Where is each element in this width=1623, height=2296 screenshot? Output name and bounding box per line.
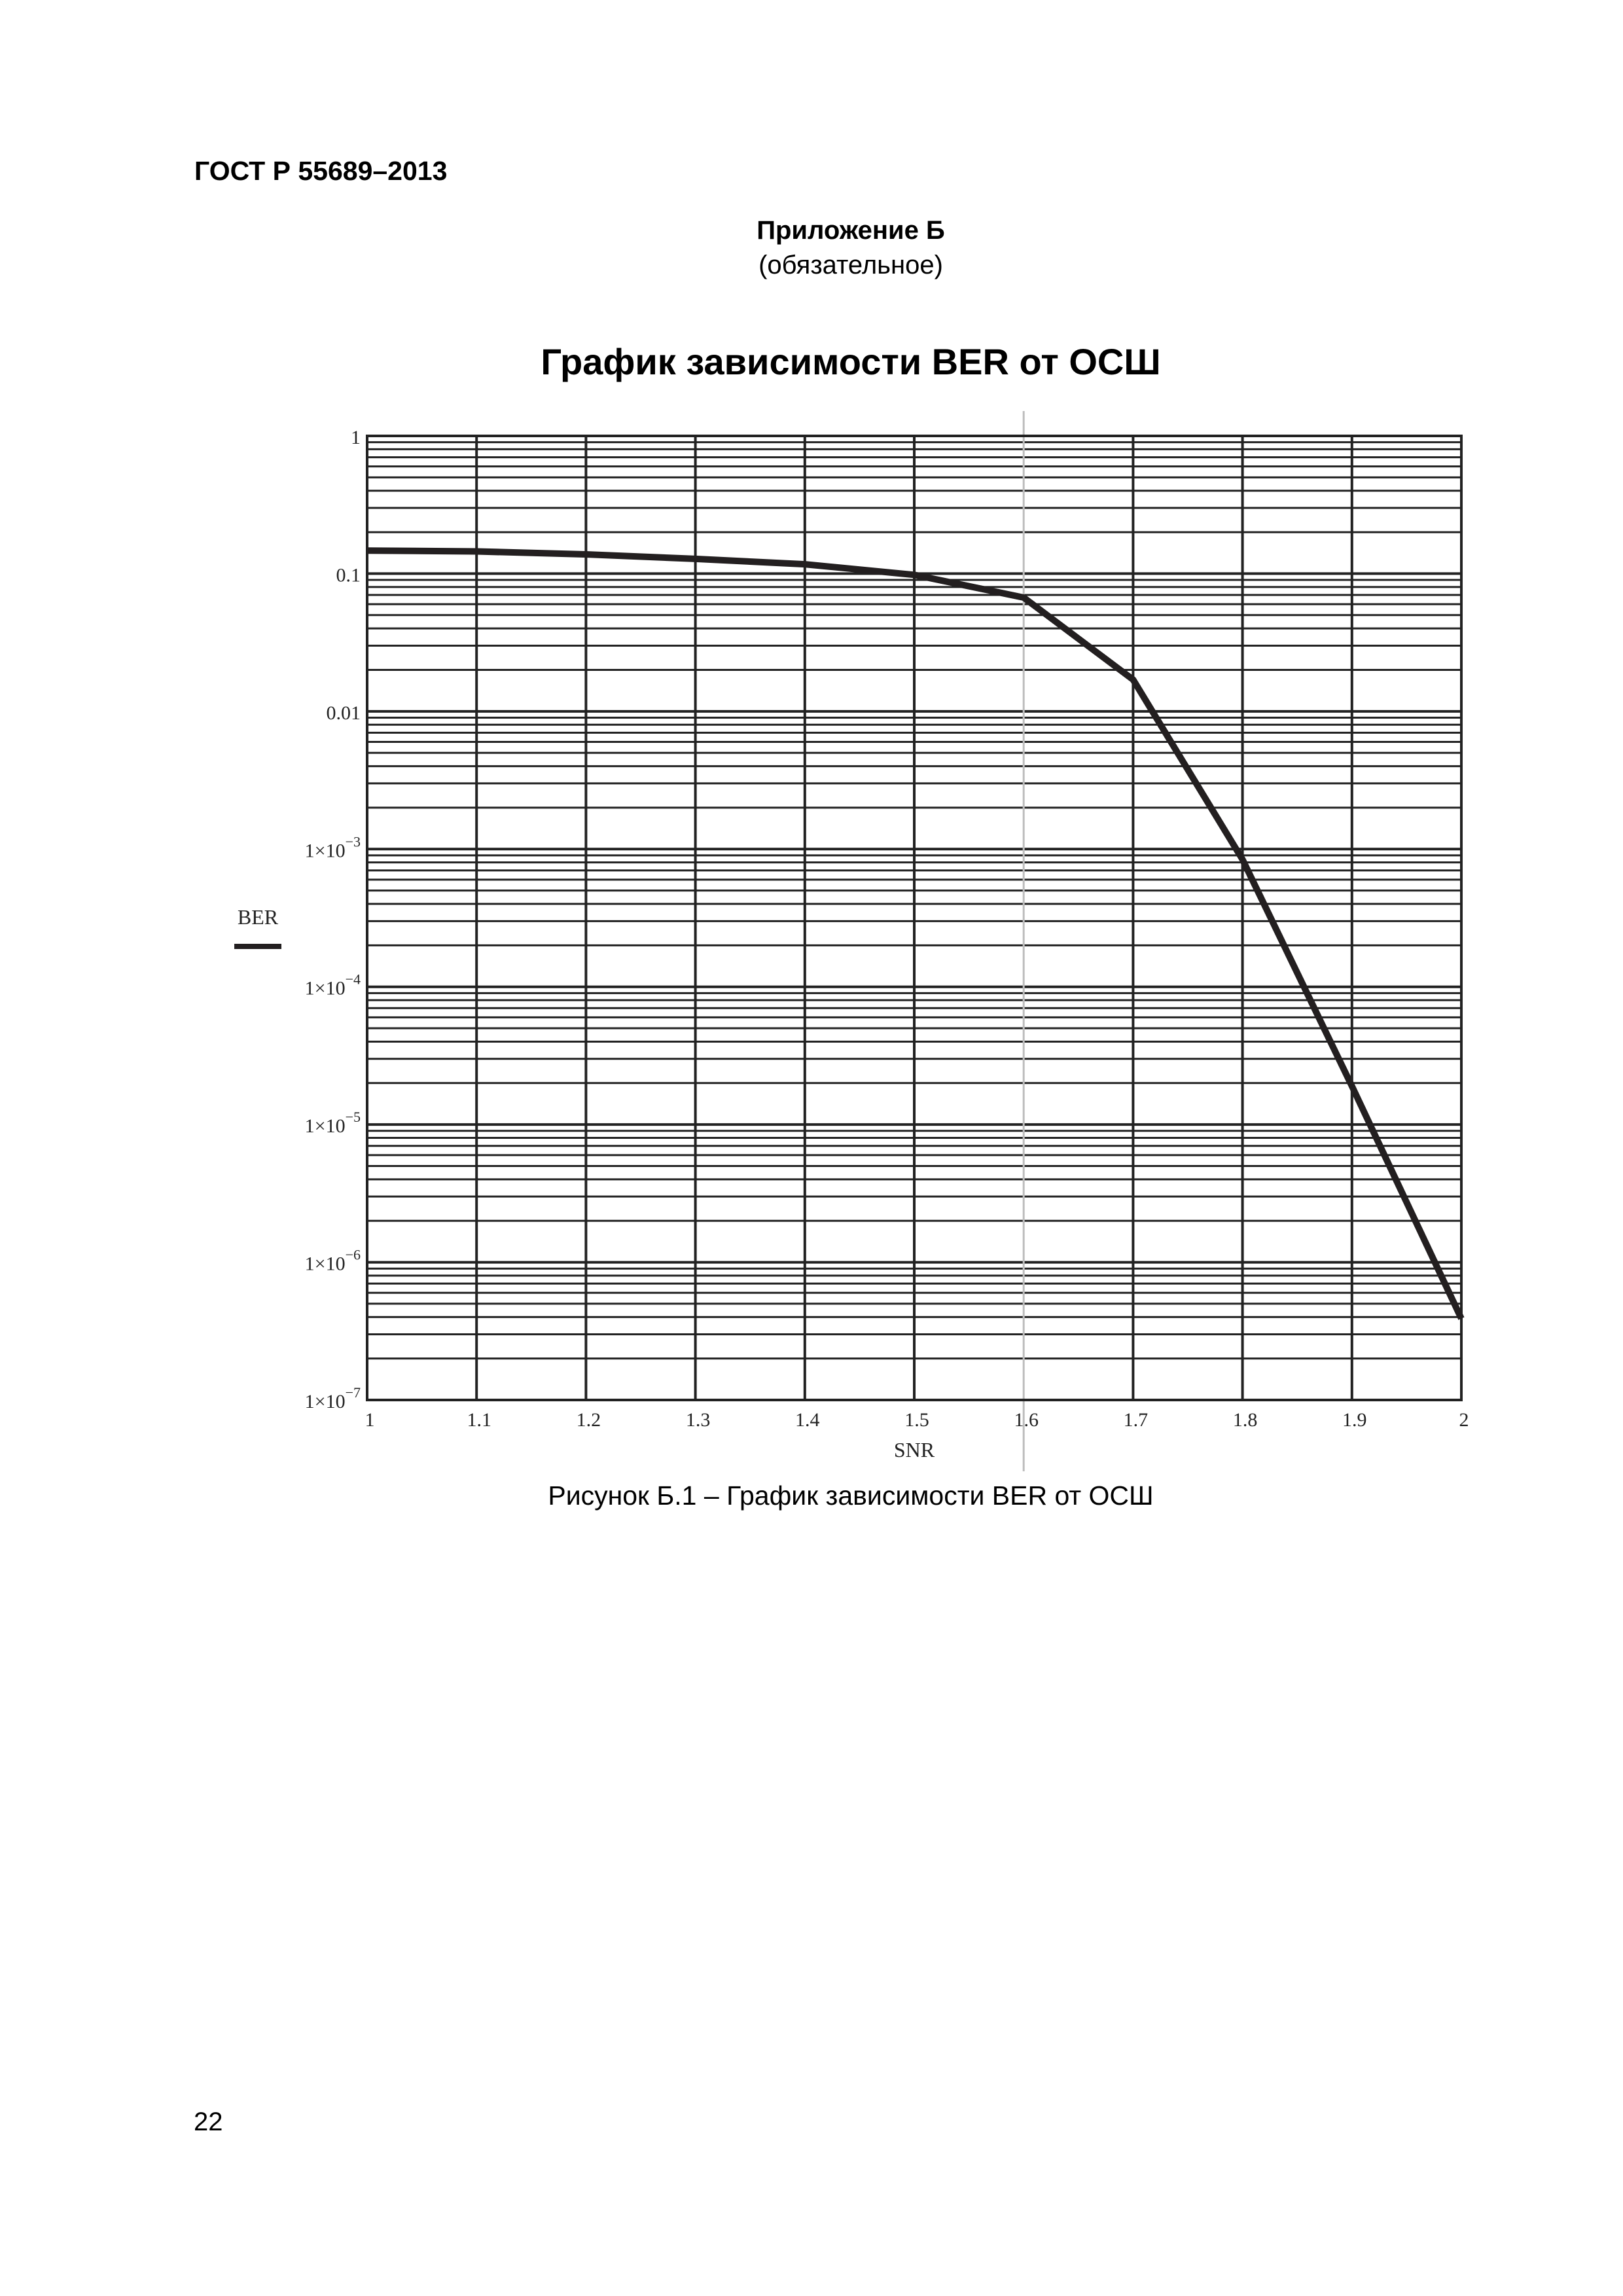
document-code: ГОСТ Р 55689–2013 [194,156,448,186]
y-tick-label: 1×10−5 [305,1109,361,1137]
y-tick-label: 1 [351,427,361,448]
ber-curve [366,547,1465,1320]
y-tick-label: 1×10−4 [305,971,361,999]
y-axis-legend-label: BER [238,905,279,929]
ber-chart: 1 0.1 0.01 1×10−3 1×10−4 1×10−5 1×10−6 1×10−7 1… [234,411,1469,1471]
y-tick-label: 0.1 [336,564,361,586]
x-tick-label: 1.7 [1124,1409,1149,1431]
y-tick-label: 1×10−6 [305,1247,361,1275]
x-tick-label: 1.6 [1014,1409,1039,1431]
y-axis-tick-labels: 1 0.1 0.01 1×10−3 1×10−4 1×10−5 1×10−6 1×10−7 [305,427,361,1412]
x-tick-label: 1.1 [467,1409,491,1431]
x-tick-label: 2 [1459,1409,1469,1431]
y-tick-label: 0.01 [327,702,361,724]
x-tick-label: 1.4 [795,1409,820,1431]
annex-status: (обязательное) [758,251,943,279]
y-tick-label: 1×10−7 [305,1384,361,1412]
x-tick-label: 1.5 [904,1409,929,1431]
x-tick-label: 1 [365,1409,375,1431]
x-tick-label: 1.2 [577,1409,601,1431]
x-axis-label: SNR [894,1438,935,1462]
figure-caption: Рисунок Б.1 – График зависимости BER от … [548,1480,1154,1511]
x-tick-label: 1.8 [1233,1409,1258,1431]
y-tick-label: 1×10−3 [305,833,361,861]
plot-frame [366,435,1463,1401]
page-number: 22 [194,2108,223,2136]
chart-title: График зависимости BER от ОСШ [541,341,1161,382]
x-axis-tick-labels: 1 1.1 1.2 1.3 1.4 1.5 1.6 1.7 1.8 1.9 2 [365,1409,1469,1431]
x-tick-label: 1.3 [686,1409,711,1431]
annex-title: Приложение Б [757,216,945,245]
x-tick-label: 1.9 [1342,1409,1367,1431]
